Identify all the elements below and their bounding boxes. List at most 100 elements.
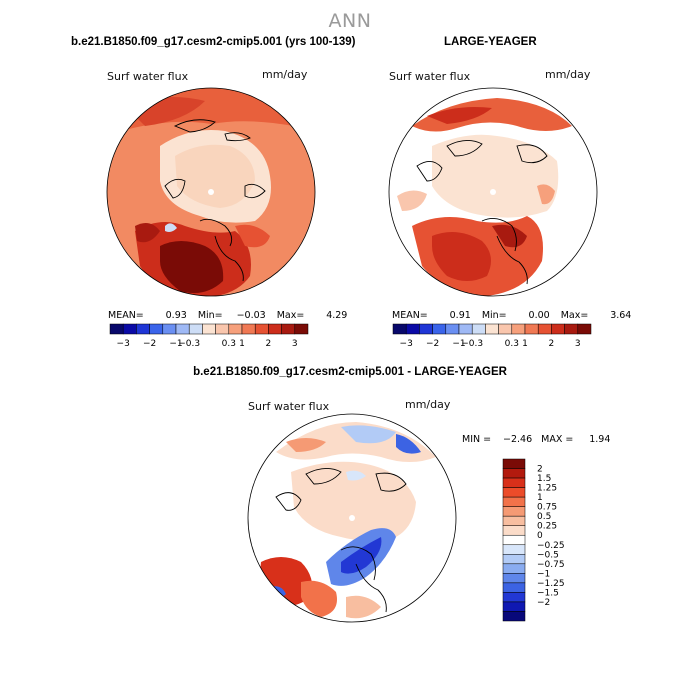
- polar-map-obs: [388, 87, 598, 297]
- min-value: −2.46: [503, 434, 533, 445]
- colorbar-tick-label: 3: [575, 339, 581, 349]
- colorbar-swatch: [175, 323, 190, 335]
- colorbar-swatch: [149, 323, 164, 335]
- colorbar-tick-label: 1: [239, 339, 245, 349]
- colorbar-swatch: [188, 323, 203, 335]
- colorbar-swatch: [419, 323, 433, 335]
- field-region-sw: [135, 222, 160, 243]
- colorbar-tick-label: −1: [537, 569, 550, 579]
- colorbar-swatch: [471, 323, 486, 335]
- max-value: 1.94: [589, 434, 611, 445]
- max-label: Max=: [276, 310, 305, 321]
- field-region-small-neg: [346, 470, 366, 481]
- max-value: 3.64: [610, 310, 632, 321]
- map-boundary: [247, 413, 457, 623]
- stats-case: MEAN= 0.93 Min= −0.03 Max= 4.29: [108, 310, 347, 321]
- field-region-south-inner: [432, 232, 491, 281]
- colorbar-tick-label: 1: [537, 493, 543, 503]
- colorbar-tick-label: −1.5: [537, 588, 559, 598]
- colorbar-tick-label: −0.5: [537, 550, 559, 560]
- colorbar-swatch: [577, 323, 592, 335]
- colorbar-swatch: [502, 496, 526, 507]
- colorbar-tick-label: −0.3: [178, 339, 200, 349]
- field-region-max: [492, 224, 527, 248]
- colorbar-tick-label: 2: [549, 339, 555, 349]
- colorbar-swatch: [502, 506, 526, 517]
- variable-label-case: Surf water flux: [107, 70, 189, 83]
- panel-title-diff: b.e21.B1850.f09_g17.cesm2-cmip5.001 - LA…: [193, 366, 507, 378]
- units-label-diff: mm/day: [405, 398, 451, 411]
- colorbar-swatch: [502, 534, 526, 546]
- map-boundary: [388, 87, 598, 297]
- field-region-ne-neg: [396, 434, 421, 454]
- colorbar-tick-label: 0.3: [222, 339, 236, 349]
- colorbar-swatch: [502, 611, 526, 622]
- field-region-max: [160, 241, 224, 294]
- colorbar-swatch: [564, 323, 579, 335]
- field-region-pos: [301, 580, 337, 617]
- field-region-east: [537, 184, 555, 205]
- pole-marker: [349, 515, 355, 521]
- polar-map-case: [106, 87, 316, 297]
- colorbar-tick-label: −2: [426, 339, 439, 349]
- colorbar-tick-label: 3: [292, 339, 298, 349]
- colorbar-tick-label: −0.75: [537, 560, 565, 570]
- stats-diff: MIN = −2.46 MAX = 1.94: [462, 434, 610, 445]
- min-label: Min=: [481, 310, 507, 321]
- colorbar-swatch: [136, 323, 150, 335]
- colorbar-swatch: [109, 323, 124, 335]
- field-region-south: [346, 595, 381, 619]
- colorbar-obs: −3 −2 −1−0.3 0.3 1 2 3: [392, 323, 592, 349]
- colorbar-swatch: [502, 458, 526, 469]
- page-title: ANN: [328, 10, 372, 32]
- pole-marker: [208, 189, 214, 195]
- colorbar-swatch: [254, 323, 269, 335]
- stats-obs: MEAN= 0.91 Min= 0.00 Max= 3.64: [392, 310, 631, 321]
- max-label: Max=: [560, 310, 589, 321]
- variable-label-obs: Surf water flux: [389, 70, 471, 83]
- colorbar-tick-label: −0.25: [537, 541, 565, 551]
- units-label-obs: mm/day: [545, 68, 591, 81]
- colorbar-swatch: [502, 601, 526, 612]
- colorbar-swatch: [445, 323, 460, 335]
- colorbar-tick-label: −3: [400, 339, 413, 349]
- field-region-neg: [165, 223, 177, 232]
- colorbar-swatch: [281, 323, 296, 335]
- colorbar-swatch: [228, 323, 243, 335]
- colorbar-swatch: [524, 323, 539, 335]
- panel-title-case: b.e21.B1850.f09_g17.cesm2-cmip5.001 (yrs…: [71, 36, 356, 48]
- variable-label-diff: Surf water flux: [248, 400, 330, 413]
- min-value: −0.03: [236, 310, 266, 321]
- colorbar-tick-label: 2: [537, 465, 543, 475]
- colorbar-swatch: [502, 544, 526, 555]
- field-region-min: [341, 537, 382, 574]
- colorbar-swatch: [202, 323, 216, 335]
- colorbar-swatch: [502, 487, 526, 498]
- colorbar-swatch: [268, 323, 282, 335]
- colorbar-swatch: [392, 323, 407, 335]
- field-region-land: [291, 461, 416, 541]
- pole-marker: [490, 189, 496, 195]
- colorbar-swatch: [498, 323, 513, 335]
- colorbar-swatch: [502, 582, 526, 593]
- colorbar-tick-label: −1: [452, 339, 465, 349]
- colorbar-swatch: [241, 323, 256, 335]
- mean-label: MEAN=: [108, 310, 144, 321]
- colorbar-tick-label: 2: [266, 339, 272, 349]
- colorbar-swatch: [215, 323, 230, 335]
- colorbar-tick-label: 0.3: [505, 339, 519, 349]
- coastlines: [164, 119, 266, 282]
- colorbar-tick-label: 1: [522, 339, 528, 349]
- colorbar-tick-label: −0.3: [461, 339, 483, 349]
- colorbar-swatch: [405, 323, 420, 335]
- coastlines: [275, 468, 407, 613]
- colorbar-tick-label: −2: [143, 339, 156, 349]
- colorbar-swatch: [502, 525, 526, 536]
- colorbar-tick-label: −2: [537, 598, 550, 608]
- colorbar-diff: 21.51.2510.750.50.250−0.25−0.5−0.75−1−1.…: [502, 458, 565, 622]
- panel-title-obs: LARGE-YEAGER: [444, 36, 537, 48]
- colorbar-swatch: [502, 468, 526, 479]
- colorbar-swatch: [432, 323, 447, 335]
- colorbar-tick-label: 0.5: [537, 512, 551, 522]
- field-region-nw-pos: [286, 438, 326, 452]
